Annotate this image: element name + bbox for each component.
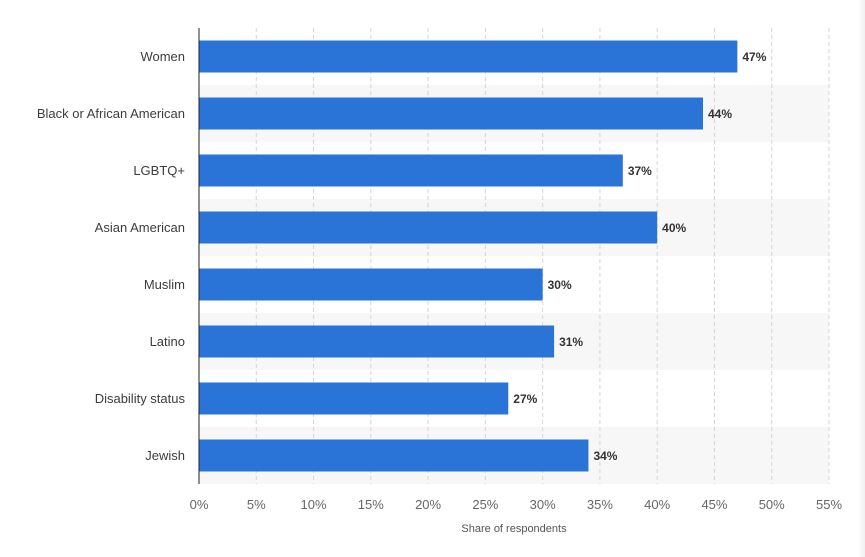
value-label: 31%	[559, 335, 583, 349]
value-label: 40%	[662, 221, 686, 235]
x-tick-label: 10%	[301, 497, 327, 512]
window-edge-shadow	[858, 0, 865, 557]
bar[interactable]	[199, 40, 738, 73]
category-label: Women	[140, 49, 185, 64]
bar[interactable]	[199, 439, 589, 472]
value-label: 37%	[628, 164, 652, 178]
category-label: Muslim	[144, 277, 185, 292]
x-tick-label: 35%	[587, 497, 613, 512]
x-tick-label: 0%	[190, 497, 209, 512]
value-label: 44%	[708, 107, 732, 121]
bar[interactable]	[199, 97, 703, 130]
x-tick-label: 55%	[816, 497, 842, 512]
x-tick-label: 5%	[247, 497, 266, 512]
value-label: 30%	[548, 278, 572, 292]
value-labels: 47% 44% 37% 40% 30% 31% 27% 34%	[513, 50, 766, 463]
value-label: 34%	[593, 449, 617, 463]
x-tick-label: 40%	[644, 497, 670, 512]
category-label: Asian American	[95, 220, 185, 235]
category-labels: Women Black or African American LGBTQ+ Asia…	[37, 49, 186, 463]
x-tick-label: 30%	[530, 497, 556, 512]
x-axis-title: Share of respondents	[461, 523, 567, 535]
bar[interactable]	[199, 325, 555, 358]
bar[interactable]	[199, 382, 509, 415]
category-label: Black or African American	[37, 106, 185, 121]
category-label: Disability status	[95, 391, 186, 406]
bar[interactable]	[199, 154, 623, 187]
x-tick-label: 15%	[358, 497, 384, 512]
category-label: LGBTQ+	[133, 163, 185, 178]
value-label: 47%	[742, 50, 766, 64]
x-tick-label: 50%	[759, 497, 785, 512]
x-tick-label: 25%	[472, 497, 498, 512]
bars	[199, 40, 738, 472]
value-label: 27%	[513, 392, 537, 406]
category-label: Latino	[150, 334, 185, 349]
x-tick-label: 20%	[415, 497, 441, 512]
x-tick-labels: 0% 5% 10% 15% 20% 25% 30% 35% 40% 45% 50% 55%	[190, 497, 843, 512]
category-label: Jewish	[145, 448, 185, 463]
x-tick-label: 45%	[701, 497, 727, 512]
bar[interactable]	[199, 268, 543, 301]
bar[interactable]	[199, 211, 658, 244]
